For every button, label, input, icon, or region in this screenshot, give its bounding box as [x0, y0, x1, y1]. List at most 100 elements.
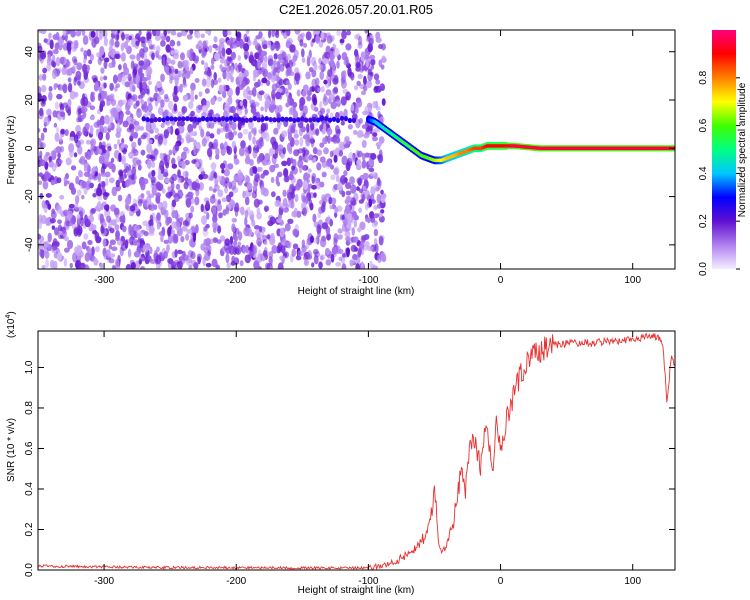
- noise-blob: [362, 110, 369, 116]
- noise-blob: [194, 196, 200, 206]
- noise-blob: [45, 193, 52, 198]
- spectrogram-x-ticks: -300 -200 -100 0 100: [94, 30, 641, 286]
- noise-blob: [109, 253, 116, 258]
- noise-blob: [125, 110, 131, 116]
- noise-blob: [305, 72, 311, 79]
- noise-blob: [89, 115, 95, 121]
- noise-blob: [129, 229, 135, 237]
- noise-blob: [202, 40, 207, 49]
- noise-blob: [358, 188, 364, 194]
- noise-blob: [212, 220, 218, 230]
- noise-blob: [279, 255, 286, 261]
- weak-line-blob: [177, 116, 182, 122]
- noise-blob: [312, 147, 318, 155]
- noise-blob: [369, 171, 377, 177]
- noise-blob: [333, 166, 340, 176]
- noise-blob: [294, 194, 299, 203]
- noise-blob: [103, 57, 110, 63]
- noise-blob: [237, 231, 243, 241]
- snr-frame: [37, 330, 676, 571]
- noise-blob: [291, 166, 298, 175]
- noise-blob: [237, 62, 242, 73]
- noise-blob: [239, 38, 244, 49]
- y-tick-label: 0.6: [24, 441, 35, 455]
- noise-blob: [229, 105, 236, 114]
- noise-blob: [378, 43, 383, 50]
- noise-blob: [217, 96, 223, 102]
- noise-blob: [165, 44, 171, 53]
- noise-blob: [79, 213, 84, 221]
- noise-blob: [252, 149, 258, 159]
- noise-blob: [120, 99, 127, 105]
- noise-blob: [256, 207, 261, 214]
- noise-blob: [38, 45, 43, 54]
- noise-blob: [124, 239, 129, 249]
- noise-blob: [162, 56, 166, 66]
- noise-blob: [260, 122, 267, 132]
- weak-line-blob: [327, 117, 333, 123]
- noise-blob: [76, 130, 83, 137]
- weak-line-blob: [256, 117, 261, 123]
- noise-blob: [328, 93, 336, 101]
- noise-blob: [68, 182, 75, 191]
- noise-blob: [110, 219, 117, 226]
- noise-blob: [178, 124, 185, 134]
- noise-blob: [360, 51, 366, 59]
- noise-blob: [326, 35, 333, 44]
- noise-blob: [358, 35, 363, 46]
- noise-blob: [84, 265, 90, 269]
- noise-blob: [306, 56, 311, 67]
- noise-blob: [341, 155, 348, 166]
- noise-blob: [319, 70, 325, 81]
- noise-blob: [317, 110, 323, 116]
- noise-blob: [321, 128, 326, 135]
- noise-blob: [90, 30, 96, 38]
- noise-blob: [145, 88, 149, 95]
- noise-blob: [273, 127, 279, 135]
- noise-blob: [209, 133, 215, 139]
- noise-blob: [81, 194, 85, 200]
- noise-blob: [107, 121, 112, 130]
- noise-blob: [303, 172, 309, 182]
- snr-multiplier-suffix: ): [6, 311, 17, 314]
- noise-blob: [62, 226, 66, 235]
- noise-blob: [361, 161, 366, 169]
- x-tick-label: -200: [226, 275, 246, 286]
- noise-blob: [224, 186, 228, 194]
- noise-blob: [248, 120, 254, 130]
- noise-blob: [213, 184, 220, 192]
- noise-blob: [77, 80, 81, 86]
- noise-blob: [349, 259, 353, 267]
- noise-blob: [341, 30, 347, 40]
- noise-blob: [181, 106, 186, 116]
- noise-blob: [301, 244, 307, 253]
- noise-blob: [39, 249, 43, 257]
- noise-blob: [55, 42, 60, 48]
- noise-blob: [147, 139, 153, 145]
- noise-blob: [115, 230, 120, 240]
- noise-blob: [59, 194, 65, 200]
- noise-blob: [224, 238, 231, 246]
- noise-blob: [318, 57, 322, 65]
- weak-line-blob: [268, 116, 273, 123]
- noise-blob: [205, 237, 211, 247]
- noise-blob: [53, 122, 58, 128]
- noise-blob: [367, 125, 372, 131]
- noise-blob: [380, 252, 387, 262]
- noise-blob: [222, 30, 228, 38]
- noise-blob: [371, 221, 378, 228]
- noise-blob: [299, 39, 304, 47]
- noise-blob: [332, 43, 336, 50]
- noise-blob: [81, 241, 87, 250]
- noise-blob: [352, 253, 358, 261]
- noise-blob: [243, 33, 248, 43]
- noise-blob: [274, 43, 281, 50]
- noise-blob: [300, 48, 305, 58]
- noise-blob: [289, 183, 295, 190]
- noise-blob: [271, 89, 276, 100]
- noise-blob: [264, 207, 268, 213]
- noise-blob: [136, 229, 141, 239]
- noise-blob: [103, 82, 107, 89]
- noise-blob: [251, 244, 258, 255]
- noise-blob: [336, 60, 340, 69]
